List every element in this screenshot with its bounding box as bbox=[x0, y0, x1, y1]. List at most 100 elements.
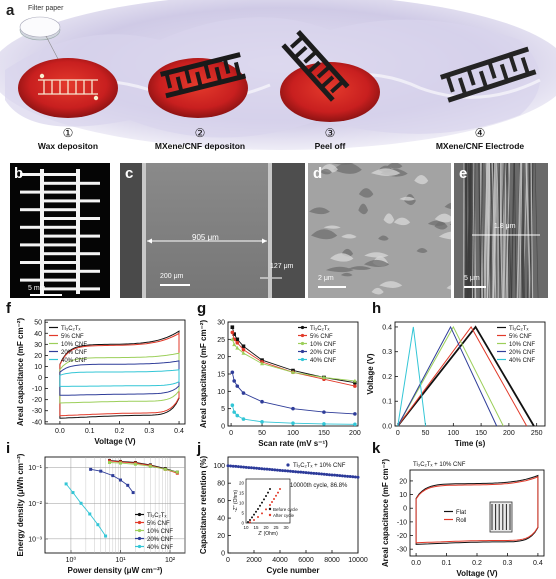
sem-fiber bbox=[492, 163, 496, 298]
x-tick-label: 4000 bbox=[272, 557, 288, 564]
retention-point bbox=[348, 475, 352, 479]
data-point bbox=[104, 534, 108, 538]
rolled-device-icon bbox=[489, 501, 513, 533]
nyquist-point bbox=[261, 501, 263, 504]
data-point bbox=[291, 406, 295, 411]
sem-flake bbox=[370, 168, 401, 177]
sem-flake bbox=[449, 223, 451, 225]
sem-flake bbox=[331, 163, 354, 165]
data-point bbox=[89, 467, 93, 471]
sem-fiber bbox=[530, 163, 534, 298]
legend-entry: Ti₃C₂Tₓ bbox=[509, 326, 529, 332]
x-axis-label: Cycle number bbox=[267, 566, 320, 575]
retention-point bbox=[327, 473, 331, 477]
y-tick-label: 60 bbox=[217, 498, 225, 505]
retention-point bbox=[343, 474, 347, 478]
electrode-finger bbox=[44, 181, 100, 185]
retention-point bbox=[229, 464, 233, 468]
sem-flake bbox=[387, 163, 403, 169]
disk-step-2 bbox=[148, 52, 248, 118]
data-point bbox=[230, 325, 235, 329]
data-point bbox=[118, 478, 122, 482]
plot-frame bbox=[409, 469, 545, 557]
sem-flake bbox=[378, 235, 389, 241]
legend-marker bbox=[300, 325, 305, 330]
data-point bbox=[230, 370, 235, 375]
y-tick-label: 80 bbox=[217, 481, 225, 488]
retention-point bbox=[255, 466, 259, 470]
data-point bbox=[230, 403, 235, 408]
y-tick-label: 0.0 bbox=[382, 424, 392, 431]
legend-entry: 5% CNF bbox=[61, 334, 84, 340]
retention-point bbox=[257, 466, 261, 470]
legend-marker bbox=[137, 528, 142, 533]
data-point bbox=[230, 330, 235, 335]
panel-letter-h: h bbox=[372, 300, 381, 317]
legend-marker bbox=[300, 333, 305, 338]
sem-flake bbox=[438, 231, 451, 240]
retention-point bbox=[273, 468, 277, 472]
data-point bbox=[241, 391, 246, 395]
interdigitated-electrode-image bbox=[20, 169, 100, 294]
disk-step-3 bbox=[280, 29, 380, 122]
legend-entry: 10% CNF bbox=[147, 529, 173, 535]
electrode-finger bbox=[20, 278, 76, 282]
nyquist-point bbox=[247, 521, 249, 523]
retention-point bbox=[260, 467, 264, 471]
data-point bbox=[111, 474, 115, 478]
data-point bbox=[71, 491, 75, 495]
legend-entry: 20% CNF bbox=[310, 350, 336, 356]
electrode-finger bbox=[20, 173, 76, 176]
retention-point bbox=[346, 474, 350, 478]
cv-curve-10% CNF bbox=[59, 352, 180, 404]
inset-y-tick-label: 15 bbox=[239, 491, 245, 496]
thickness-label: 1.8 μm bbox=[494, 223, 516, 230]
retention-point bbox=[265, 467, 269, 471]
disk-step-1 bbox=[18, 58, 118, 118]
x-tick-label: 200 bbox=[349, 430, 361, 437]
legend-entry: Before cycle bbox=[273, 507, 298, 512]
y-tick-label: 30 bbox=[217, 320, 225, 327]
sem-fiber bbox=[510, 163, 515, 298]
y-tick-label: 50 bbox=[34, 320, 42, 327]
x-tick-label: 0 bbox=[229, 430, 233, 437]
legend-entry: 10% CNF bbox=[310, 342, 336, 348]
sem-flake bbox=[379, 281, 403, 288]
x-tick-label: 10¹ bbox=[115, 557, 126, 564]
sem-flake bbox=[363, 259, 390, 268]
retention-point bbox=[283, 469, 287, 473]
y-tick-label: 0.3 bbox=[382, 349, 392, 356]
data-point bbox=[322, 410, 326, 414]
sem-fiber bbox=[484, 163, 489, 298]
gcd-curve-10% CNF bbox=[397, 325, 504, 427]
legend-entry: After cycle bbox=[273, 513, 295, 518]
x-axis-label: Voltage (V) bbox=[456, 569, 498, 578]
sem-flake bbox=[364, 252, 389, 258]
data-point bbox=[291, 421, 295, 426]
x-tick-label: 0.3 bbox=[144, 428, 154, 435]
sem-flake bbox=[444, 202, 451, 210]
data-point bbox=[133, 462, 137, 466]
legend-marker bbox=[137, 520, 142, 525]
legend-marker bbox=[137, 536, 142, 541]
legend-entry: Ti₃C₂Tₓ bbox=[147, 513, 167, 519]
panel-letter-i: i bbox=[6, 440, 10, 457]
sem-flake bbox=[383, 213, 395, 224]
y-tick-label: 100 bbox=[213, 463, 225, 470]
retention-point bbox=[268, 467, 272, 471]
sem-flake bbox=[371, 287, 384, 295]
sem-flake bbox=[341, 234, 357, 239]
panel-d-scale-bar bbox=[318, 286, 346, 288]
inset-x-tick-label: 20 bbox=[263, 525, 269, 530]
nyquist-point bbox=[279, 488, 281, 490]
retention-point bbox=[226, 464, 230, 468]
data-point bbox=[241, 417, 246, 421]
nyquist-point bbox=[259, 504, 261, 507]
data-point bbox=[230, 337, 235, 341]
y-tick-label: 0.4 bbox=[382, 324, 392, 331]
sem-flake bbox=[330, 253, 354, 262]
legend-entry: 5% CNF bbox=[310, 334, 333, 340]
y-tick-label: 0 bbox=[38, 375, 42, 382]
y-axis-label: Energy density (μWh cm⁻²) bbox=[16, 453, 25, 556]
inset-x-axis-label: Z' (Ohm) bbox=[258, 531, 278, 537]
